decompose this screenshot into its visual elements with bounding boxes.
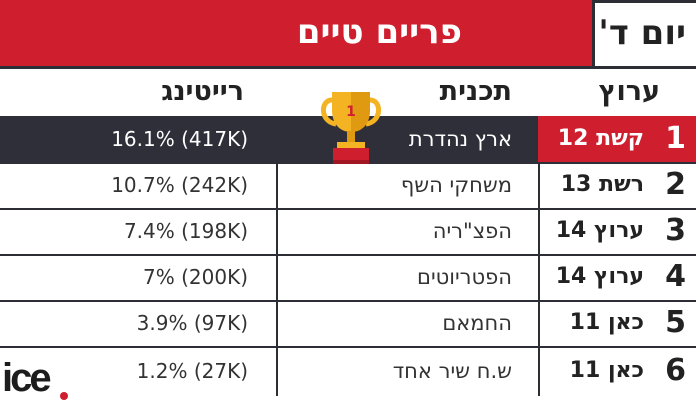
- header-divider: [0, 66, 696, 69]
- row-program: משחקי השף: [400, 173, 512, 197]
- row-program: הפצ"ריה: [432, 219, 512, 243]
- column-header-rating: רייטינג: [161, 76, 244, 107]
- table-row: 3 ערוץ 14 הפצ"ריה 7.4% (198K): [0, 208, 696, 256]
- row-program: החמאם: [442, 311, 512, 335]
- trophy-number: 1: [346, 104, 356, 120]
- row-channel: ערוץ 14: [555, 218, 644, 243]
- row-program: הפטריוטים: [417, 265, 512, 289]
- row-rating: 16.1% (417K): [111, 127, 248, 151]
- table-row: 6 כאן 11 ש.ח שיר אחד 1.2% (27K): [0, 348, 696, 396]
- row-program: ארץ נהדרת: [408, 127, 512, 151]
- rank-highlight: [538, 116, 696, 162]
- table-row: 4 ערוץ 14 הפטריוטים 7% (200K): [0, 254, 696, 302]
- row-rank: 6: [665, 353, 686, 388]
- title-banner: פריים טיים: [0, 0, 592, 66]
- row-rating: 1.2% (27K): [136, 359, 248, 383]
- trophy-icon: 1: [321, 92, 381, 164]
- row-rating: 10.7% (242K): [111, 173, 248, 197]
- logo-dot: [60, 392, 68, 400]
- ice-logo: ice: [2, 356, 52, 400]
- row-channel: כאן 11: [569, 358, 644, 383]
- row-program: ש.ח שיר אחד: [392, 359, 512, 383]
- row-rating: 7% (200K): [143, 265, 248, 289]
- row-rank: 2: [665, 167, 686, 202]
- row-channel: קשת 12: [557, 126, 644, 151]
- row-rank: 5: [665, 305, 686, 340]
- day-box: יום ד': [592, 0, 696, 69]
- table-row: 5 כאן 11 החמאם 3.9% (97K): [0, 300, 696, 348]
- row-channel: רשת 13: [560, 172, 644, 197]
- row-channel: כאן 11: [569, 310, 644, 335]
- day-label: יום ד': [598, 13, 686, 53]
- row-channel: ערוץ 14: [555, 264, 644, 289]
- row-rating: 3.9% (97K): [136, 311, 248, 335]
- row-rating: 7.4% (198K): [123, 219, 248, 243]
- row-rank: 3: [665, 213, 686, 248]
- page-title: פריים טיים: [296, 12, 462, 52]
- column-header-channel: ערוץ: [598, 76, 660, 107]
- row-rank: 1: [665, 121, 686, 156]
- table-row: 2 רשת 13 משחקי השף 10.7% (242K): [0, 162, 696, 210]
- row-rank: 4: [665, 259, 686, 294]
- column-header-program: תכנית: [439, 76, 512, 107]
